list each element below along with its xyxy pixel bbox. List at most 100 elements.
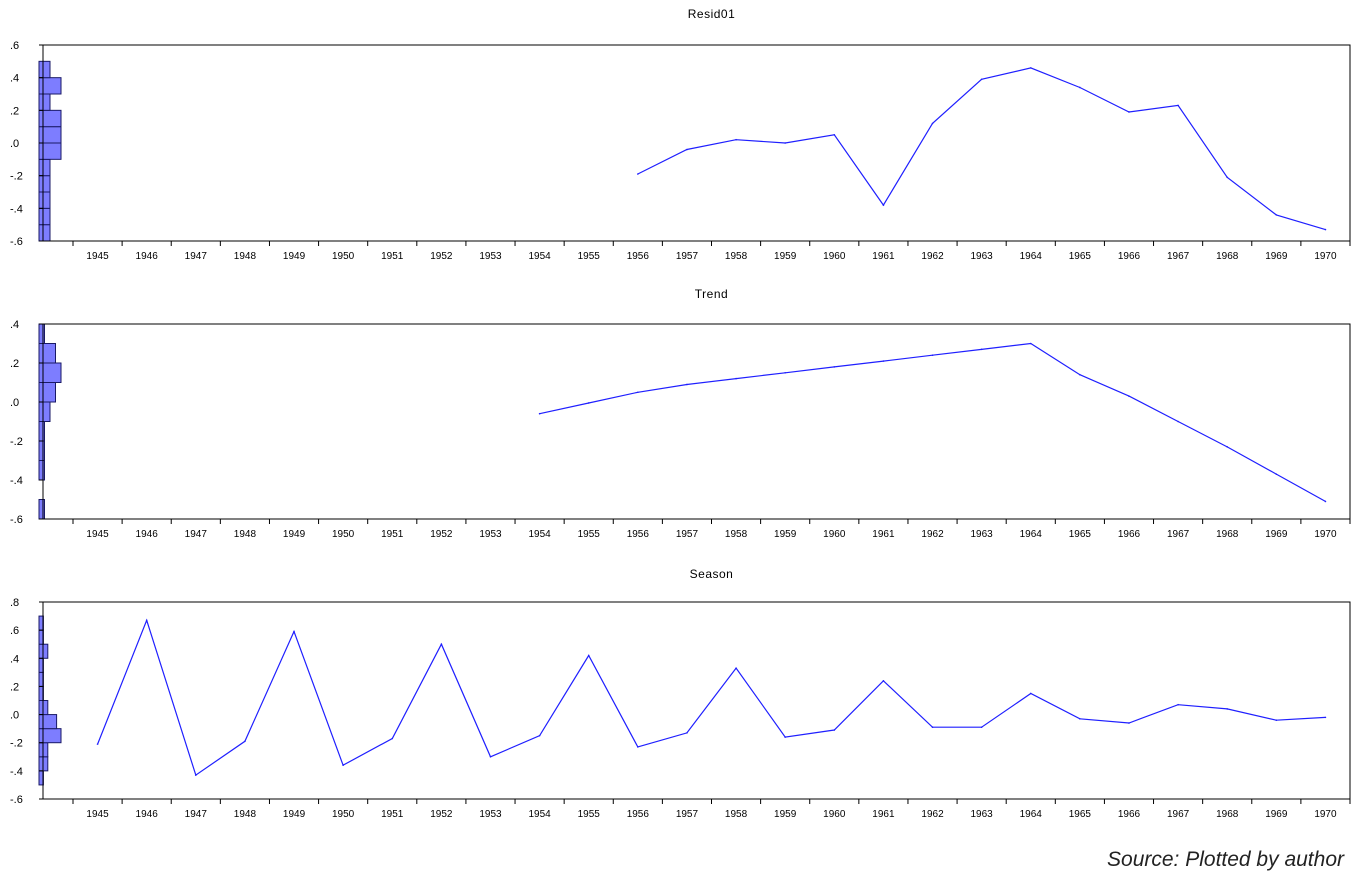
x-tick-label: 1952 [430, 529, 453, 540]
plot-frame [42, 323, 1351, 520]
x-tick-label: 1967 [1167, 809, 1190, 820]
y-tick-label: .8 [10, 597, 19, 609]
y-tick-label: .0 [10, 138, 19, 150]
x-tick-label: 1970 [1314, 809, 1337, 820]
decomposition-charts: Resid01 .6 .4 .2 .0 -.2 -.4 -.6 1945 1946 1947 1948… [10, 7, 1351, 820]
x-tick-label: 1963 [971, 529, 994, 540]
x-tick-label: 1964 [1020, 529, 1043, 540]
data-point [1275, 719, 1278, 721]
y-tick-label: -.6 [10, 514, 23, 526]
histogram-bar [38, 421, 45, 442]
data-point [735, 667, 737, 669]
x-tick-label: 1950 [332, 529, 355, 540]
data-point [1177, 703, 1179, 706]
data-point [931, 354, 934, 357]
x-tick-label: 1970 [1314, 251, 1337, 262]
data-point [342, 764, 344, 767]
plot-frame [42, 601, 1351, 800]
x-tick-label: 1952 [430, 809, 453, 820]
x-tick-label: 1954 [528, 529, 551, 540]
x-tick-label: 1967 [1167, 251, 1190, 262]
x-tick-label: 1966 [1118, 529, 1141, 540]
x-tick-label: 1959 [774, 251, 797, 262]
x-tick-label: 1947 [185, 809, 208, 820]
histogram-bar [38, 93, 51, 111]
data-point [538, 734, 541, 737]
y-tick-label: .2 [10, 105, 19, 117]
histogram-bar [38, 728, 62, 744]
x-tick-label: 1969 [1265, 529, 1288, 540]
data-point [1128, 395, 1130, 397]
data-point [637, 391, 639, 394]
x-tick-label: 1956 [627, 251, 650, 262]
data-point [194, 774, 197, 776]
data-point [1275, 473, 1278, 475]
x-tick-label: 1955 [578, 529, 601, 540]
histogram-bar [38, 382, 56, 403]
data-point [1275, 214, 1278, 216]
data-point [293, 630, 295, 633]
x-tick-label: 1955 [578, 251, 601, 262]
data-point [440, 643, 443, 646]
histogram-bar [38, 142, 62, 160]
data-point [1128, 722, 1130, 724]
y-tick-label: .6 [10, 625, 19, 637]
y-tick-label: -.2 [10, 436, 23, 448]
series-line-season [97, 618, 1326, 777]
x-tick-label: 1959 [774, 809, 797, 820]
x-tick-label: 1948 [234, 251, 257, 262]
y-tick-label: .4 [10, 73, 19, 85]
x-tick-label: 1968 [1216, 529, 1239, 540]
y-tick-label: -.4 [10, 203, 23, 215]
x-tick-label: 1946 [136, 529, 159, 540]
x-tick-label: 1963 [971, 251, 994, 262]
data-point [538, 412, 541, 415]
x-tick-label: 1960 [823, 809, 846, 820]
data-point [1324, 500, 1327, 503]
x-tick-label: 1945 [86, 809, 109, 820]
x-tick-label: 1954 [528, 809, 551, 820]
x-tick-label: 1955 [578, 809, 601, 820]
y-tick-label: -.2 [10, 738, 23, 750]
series-line-resid01 [637, 67, 1326, 231]
panel-season: Season .8 .6 .4 .2 .0 -.2 -.4 -.6 1945 1946 1947 194… [10, 567, 1351, 820]
data-point [1226, 176, 1229, 179]
x-tick-label: 1959 [774, 529, 797, 540]
data-point [1324, 228, 1327, 231]
y-tick-label: .4 [10, 319, 19, 331]
x-tick-label: 1957 [676, 809, 699, 820]
x-tick-label: 1969 [1265, 251, 1288, 262]
data-point [833, 729, 836, 731]
x-tick-label: 1966 [1118, 251, 1141, 262]
x-tick-label: 1966 [1118, 809, 1141, 820]
x-tick-label: 1968 [1216, 251, 1239, 262]
data-point [686, 148, 688, 151]
data-point [882, 204, 885, 206]
x-tick-label: 1964 [1020, 251, 1043, 262]
series-line-trend [539, 342, 1326, 502]
data-point [145, 619, 148, 622]
data-point [833, 134, 836, 136]
x-tick-label: 1951 [381, 809, 404, 820]
x-tick-label: 1950 [332, 251, 355, 262]
histogram-bar [38, 191, 51, 209]
histogram-bar [38, 175, 51, 193]
data-point [1226, 446, 1229, 448]
y-tick-label: -.2 [10, 171, 23, 183]
x-tick-label: 1948 [234, 809, 257, 820]
y-tick-label: .2 [10, 681, 19, 693]
y-tick-label: .2 [10, 358, 19, 370]
data-point [784, 736, 786, 738]
x-tick-label: 1962 [921, 251, 944, 262]
data-point [1226, 708, 1229, 710]
data-point [1079, 86, 1081, 89]
histogram-bar [38, 401, 51, 422]
data-point [1029, 342, 1032, 345]
histogram-bar [38, 77, 62, 95]
y-tick-label: .0 [10, 397, 19, 409]
data-point [980, 726, 983, 729]
x-tick-label: 1951 [381, 529, 404, 540]
x-tick-label: 1962 [921, 529, 944, 540]
data-point [489, 755, 492, 758]
y-tick-label: -.6 [10, 794, 23, 806]
